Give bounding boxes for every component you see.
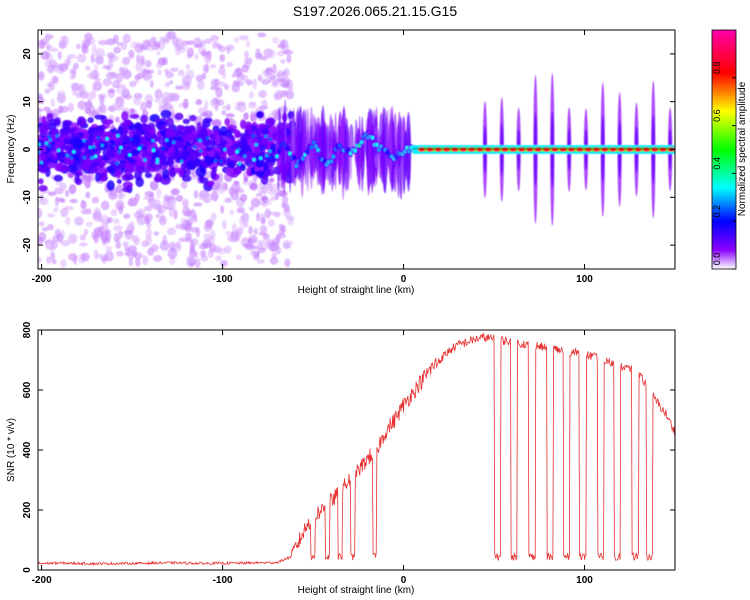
- snr-ytick-label: 600: [22, 381, 33, 398]
- colorbar-label: Normalized spectral amplitude: [737, 81, 748, 216]
- snr-ticks: -200 -100 0 100 0 200 400 600 800: [22, 321, 675, 586]
- colorbar-tick-label: 0.4: [712, 157, 722, 170]
- snr-xlabel: Height of straight line (km): [298, 585, 415, 596]
- spectrogram-ytick-label: -20: [22, 237, 33, 252]
- spectrogram-heatmap: [38, 31, 675, 269]
- spectrogram-xtick-label: 100: [576, 274, 593, 285]
- snr-xtick-label: -200: [32, 575, 52, 586]
- snr-ytick-label: 400: [22, 441, 33, 458]
- colorbar-tick-label: 0.6: [712, 109, 722, 122]
- snr-xtick-label: -100: [213, 575, 233, 586]
- snr-series-line: [38, 332, 675, 567]
- spectrogram-ytick-label: 20: [22, 48, 33, 60]
- snr-ytick-label: 0: [22, 567, 33, 573]
- spectrogram-xtick-label: -200: [32, 274, 52, 285]
- snr-xtick-label: 100: [576, 575, 593, 586]
- snr-ytick-label: 200: [22, 501, 33, 518]
- spectrogram-ylabel: Frequency (Hz): [6, 115, 17, 184]
- colorbar-gradient: [711, 29, 737, 270]
- spectrogram-xlabel: Height of straight line (km): [298, 285, 415, 296]
- colorbar-tick-label: 0.0: [712, 253, 722, 266]
- snr-ytick-label: 800: [22, 321, 33, 338]
- spectrogram-xtick-label: 0: [401, 274, 407, 285]
- colorbar-ticks: 0.0 0.2 0.4 0.6 0.8: [712, 62, 736, 270]
- spectrogram-ytick-label: 0: [22, 146, 33, 152]
- snr-panel: -200 -100 0 100 0 200 400 600 800 Height of stra…: [6, 321, 676, 596]
- snr-ylabel: SNR (10 * v/v): [6, 418, 17, 482]
- snr-xtick-label: 0: [401, 575, 407, 586]
- colorbar-tick-label: 0.2: [712, 205, 722, 218]
- colorbar: 0.0 0.2 0.4 0.6 0.8 Normalized spectral ampl…: [711, 29, 748, 270]
- colorbar-tick-label: 0.8: [712, 62, 722, 75]
- spectrogram-ytick-label: 10: [22, 96, 33, 108]
- figure-title: S197.2026.065.21.15.G15: [293, 3, 457, 19]
- spectrogram-xtick-label: -100: [213, 274, 233, 285]
- spectrogram-ytick-label: -10: [22, 190, 33, 205]
